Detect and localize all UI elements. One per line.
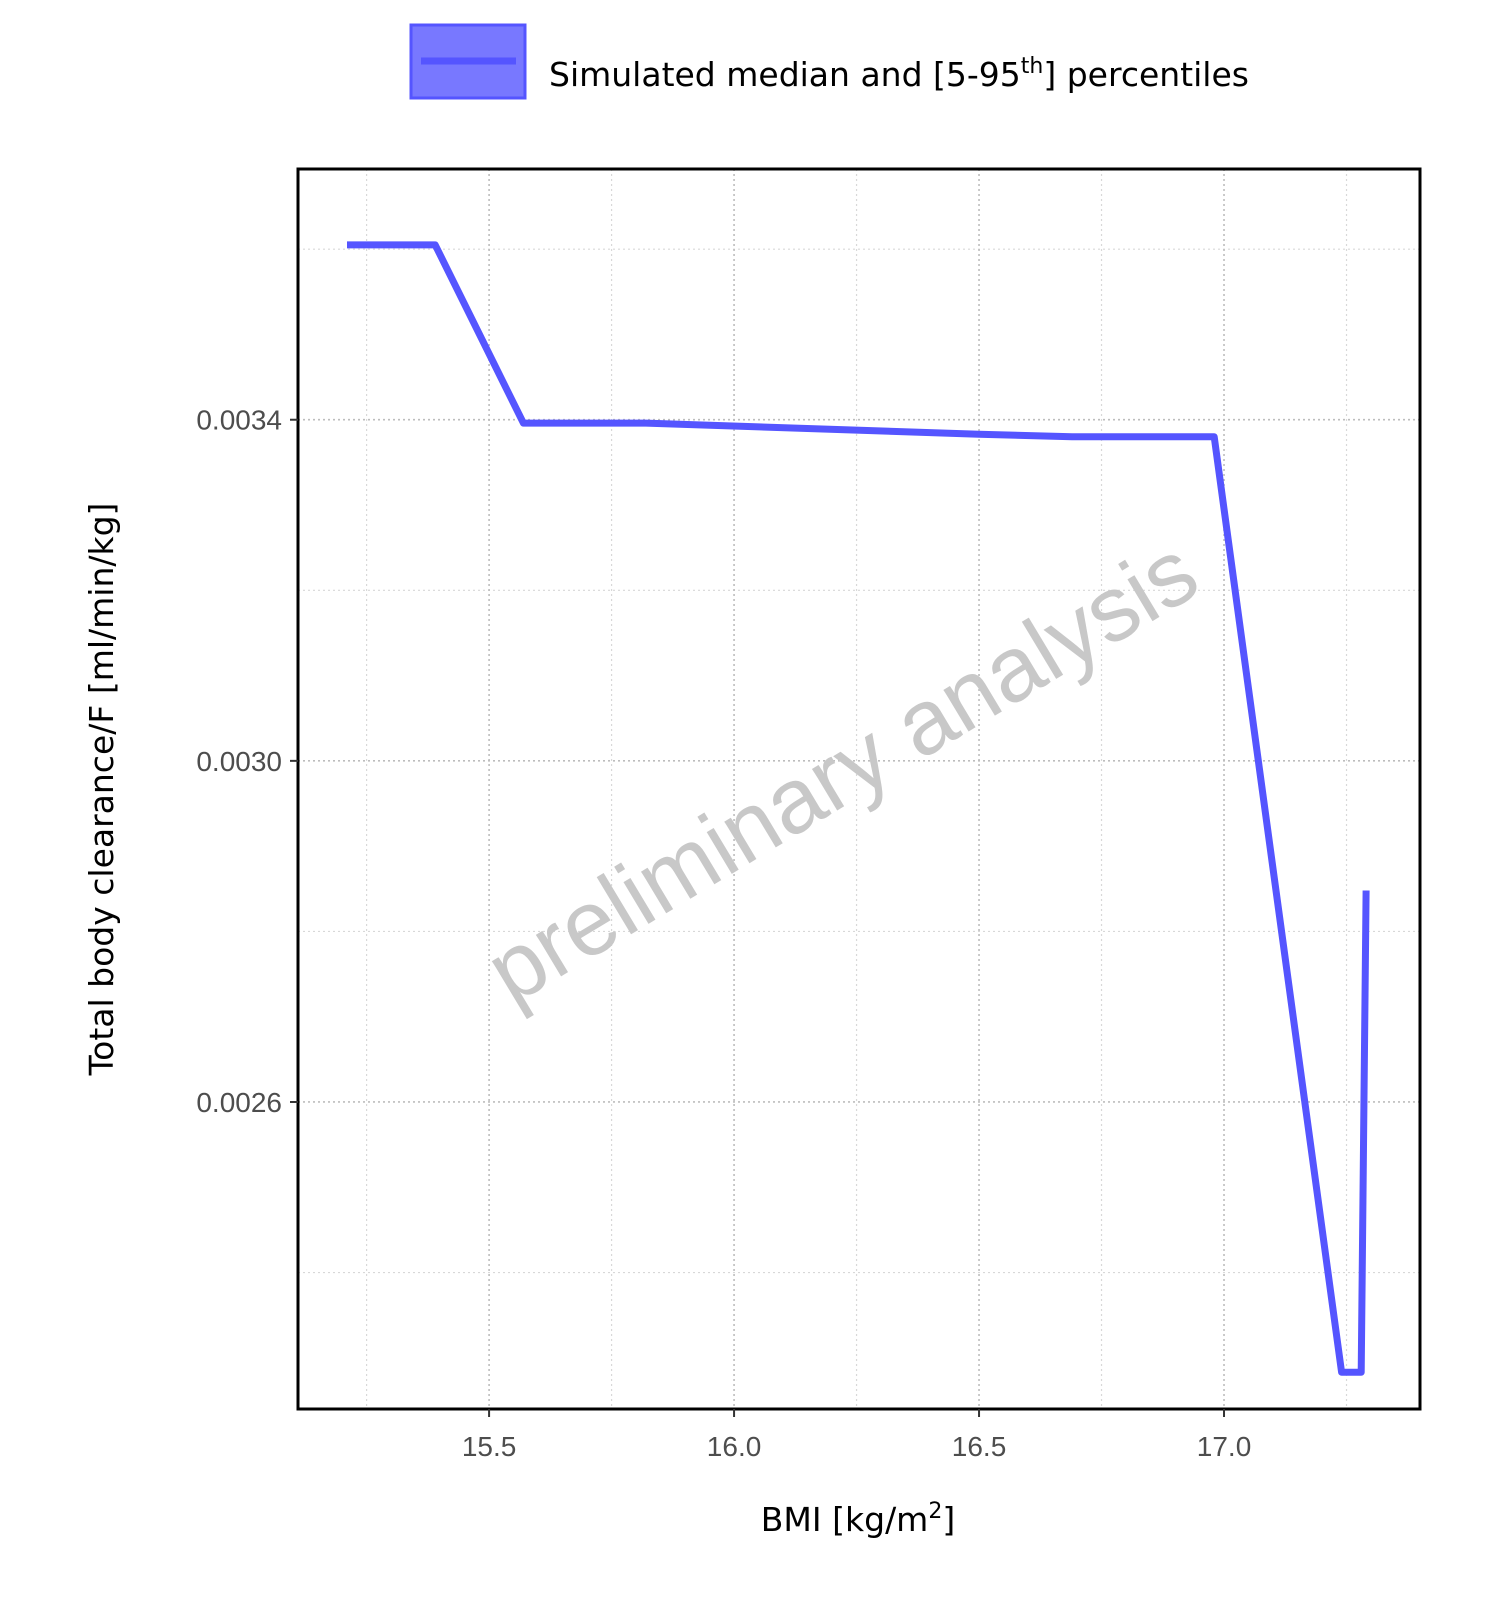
y-axis: 0.0026 0.0030 0.0034: [196, 405, 298, 1118]
legend-label: Simulated median and [5-95th] percentile…: [549, 54, 1249, 94]
legend: Simulated median and [5-95th] percentile…: [409, 23, 1249, 100]
watermark: preliminary analysis: [470, 520, 1215, 1024]
y-tick-label: 0.0034: [196, 405, 282, 436]
series-median-line: [347, 241, 1370, 1376]
grid: [298, 169, 1420, 1409]
x-tick-label: 17.0: [1197, 1431, 1252, 1462]
plot-panel-border: [296, 167, 1422, 1411]
x-tick-label: 15.5: [462, 1431, 517, 1462]
y-tick-label: 0.0026: [196, 1087, 282, 1118]
x-axis-title: BMI [kg/m2]: [761, 1499, 955, 1539]
x-axis: 15.5 16.0 16.5 17.0: [462, 1409, 1251, 1462]
y-tick-label: 0.0030: [196, 746, 282, 777]
x-tick-label: 16.5: [952, 1431, 1007, 1462]
y-axis-title: Total body clearance/F [ml/min/kg]: [82, 503, 121, 1077]
series-layer: [347, 241, 1370, 1376]
x-tick-label: 16.0: [707, 1431, 762, 1462]
